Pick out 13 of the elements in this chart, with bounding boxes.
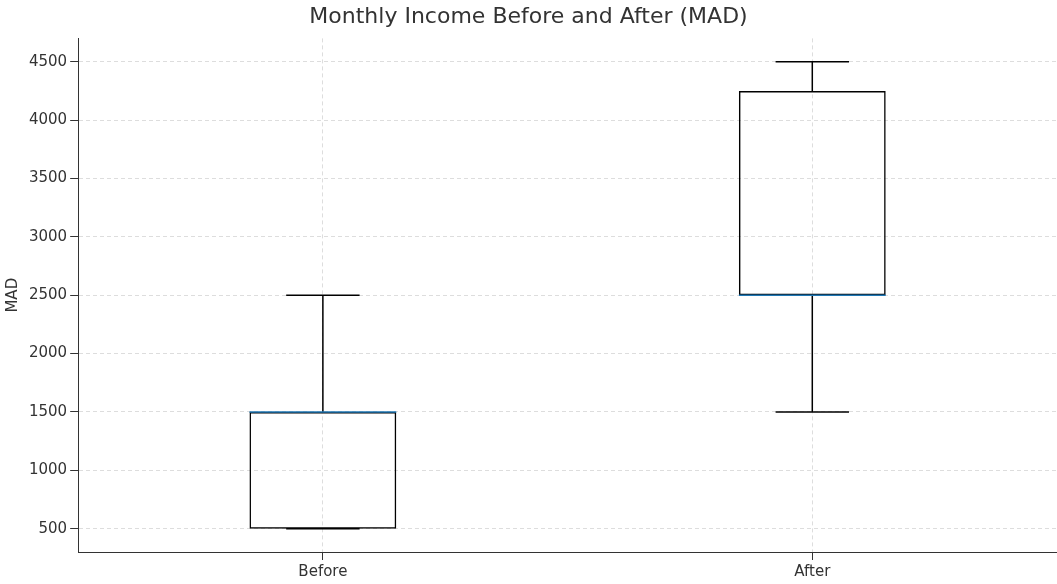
y-tick-label: 4500 <box>28 51 68 70</box>
y-tick-label: 500 <box>38 518 68 537</box>
y-tick-label: 1500 <box>28 401 68 420</box>
y-tick-label: 3500 <box>28 168 68 187</box>
y-axis-title: MAD <box>2 277 21 313</box>
y-tick-label: 2500 <box>28 285 68 304</box>
y-tick-label: 1000 <box>28 460 68 479</box>
y-tick-label: 3000 <box>28 226 68 245</box>
x-tick-label: After <box>794 561 832 580</box>
y-tick-label: 4000 <box>28 110 68 128</box>
x-tick-label: Before <box>298 561 348 580</box>
chart-title: Monthly Income Before and After (MAD) <box>309 2 748 28</box>
y-tick-label: 2000 <box>28 343 68 362</box>
